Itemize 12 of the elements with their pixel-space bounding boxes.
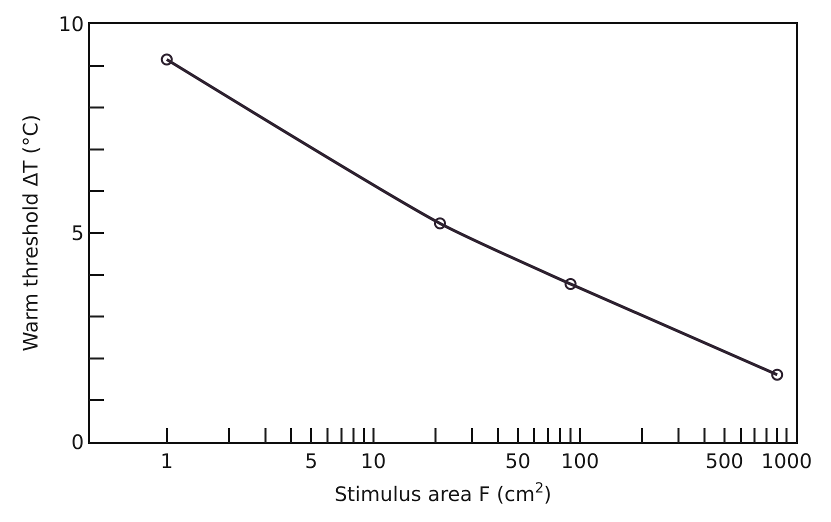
x-tick-label: 500 xyxy=(705,449,744,473)
y-tick-label: 5 xyxy=(71,221,84,245)
y-tick-label: 10 xyxy=(58,12,84,36)
y-axis-title: Warm threshold ΔT (°C) xyxy=(18,114,43,352)
x-tick-label: 1000 xyxy=(761,449,812,473)
x-tick-label: 100 xyxy=(560,449,600,473)
x-tick-label: 5 xyxy=(304,449,318,473)
x-tick-label: 1 xyxy=(160,449,174,473)
x-axis-title: Stimulus area F (cm$^{2}$) xyxy=(334,480,552,506)
y-tick-label: 0 xyxy=(71,430,84,454)
x-tick-label: 10 xyxy=(360,449,386,473)
x-tick-label: 50 xyxy=(505,449,531,473)
